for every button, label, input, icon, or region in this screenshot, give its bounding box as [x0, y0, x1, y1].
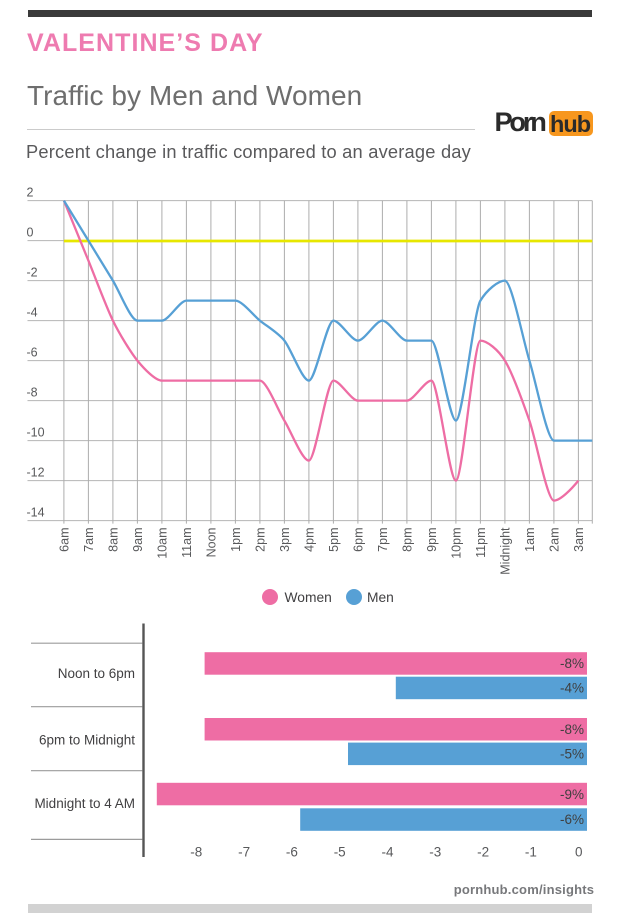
svg-text:-12: -12 — [27, 466, 45, 480]
svg-text:-3: -3 — [429, 845, 441, 860]
svg-text:4pm: 4pm — [302, 528, 316, 552]
svg-text:1pm: 1pm — [229, 528, 243, 552]
svg-text:-8%: -8% — [560, 656, 584, 671]
svg-text:-14: -14 — [27, 506, 45, 520]
svg-text:7am: 7am — [82, 528, 96, 552]
svg-text:6pm to Midnight: 6pm to Midnight — [39, 733, 135, 748]
svg-text:1am: 1am — [523, 528, 537, 552]
svg-text:8pm: 8pm — [400, 528, 414, 552]
svg-text:-9%: -9% — [560, 787, 584, 802]
svg-text:-5: -5 — [334, 845, 346, 860]
svg-text:-4: -4 — [27, 306, 38, 320]
svg-text:3pm: 3pm — [278, 528, 292, 552]
svg-text:2: 2 — [27, 186, 34, 200]
svg-text:11pm: 11pm — [474, 528, 488, 558]
svg-text:-4%: -4% — [560, 681, 584, 696]
svg-text:-10: -10 — [27, 426, 45, 440]
svg-text:Men: Men — [367, 590, 394, 605]
svg-text:-5%: -5% — [560, 747, 584, 762]
svg-text:-1: -1 — [525, 845, 537, 860]
svg-text:-8: -8 — [190, 845, 202, 860]
svg-text:-4: -4 — [381, 845, 393, 860]
svg-text:-2: -2 — [27, 266, 38, 280]
svg-text:9am: 9am — [131, 528, 145, 552]
svg-text:-6: -6 — [27, 346, 38, 360]
svg-text:Noon to 6pm: Noon to 6pm — [58, 666, 135, 681]
svg-text:0: 0 — [27, 226, 34, 240]
svg-text:3am: 3am — [572, 528, 586, 552]
svg-text:-8%: -8% — [560, 722, 584, 737]
svg-text:-7: -7 — [238, 845, 250, 860]
svg-text:6pm: 6pm — [351, 528, 365, 552]
svg-text:6am: 6am — [57, 528, 71, 552]
svg-text:0: 0 — [575, 845, 583, 860]
svg-text:Midnight: Midnight — [498, 527, 512, 575]
svg-text:2pm: 2pm — [253, 528, 267, 552]
svg-text:8am: 8am — [106, 528, 120, 552]
svg-text:7pm: 7pm — [376, 528, 390, 552]
svg-text:5pm: 5pm — [327, 528, 341, 552]
svg-text:Midnight to 4 AM: Midnight to 4 AM — [34, 796, 135, 811]
svg-text:Noon: Noon — [204, 527, 218, 557]
svg-text:-6%: -6% — [560, 812, 584, 827]
svg-text:2am: 2am — [547, 528, 561, 552]
svg-text:9pm: 9pm — [425, 528, 439, 552]
svg-text:Women: Women — [285, 590, 332, 605]
svg-text:10pm: 10pm — [449, 528, 463, 559]
svg-text:-8: -8 — [27, 386, 38, 400]
svg-text:10am: 10am — [155, 528, 169, 559]
svg-text:-2: -2 — [477, 845, 489, 860]
svg-text:11am: 11am — [180, 528, 194, 558]
svg-text:-6: -6 — [286, 845, 298, 860]
